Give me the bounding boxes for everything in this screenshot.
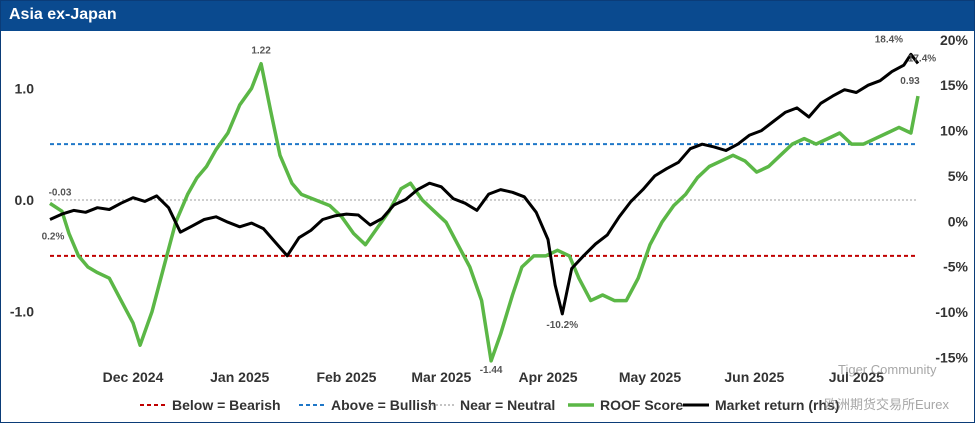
title-bar: Asia ex-Japan [1, 1, 974, 31]
x-axis-tick-label: Mar 2025 [411, 369, 471, 385]
data-label: 0.93 [900, 76, 920, 87]
data-label: 1.22 [251, 46, 271, 57]
x-axis-tick-label: Dec 2024 [103, 369, 164, 385]
roof-score-line [49, 61, 920, 363]
data-label: 18.4% [875, 34, 903, 45]
legend-label: Market return (rhs) [715, 397, 839, 413]
chart-title: Asia ex-Japan [9, 6, 117, 23]
right-axis-tick-label: -10% [935, 304, 968, 320]
data-label: -10.2% [546, 320, 578, 331]
right-axis-tick-label: -15% [935, 349, 968, 365]
x-axis-tick-label: May 2025 [619, 369, 681, 385]
left-axis-tick-label: 0.0 [15, 192, 35, 208]
legend-label: Below = Bearish [172, 397, 281, 413]
market-return-line [49, 52, 920, 316]
x-axis-tick-label: Jul 2025 [829, 369, 884, 385]
watermark-line1: Tiger Community [838, 362, 937, 377]
right-axis-tick-label: 10% [940, 123, 969, 139]
watermark-line2: 欧洲期货交易所Eurex [824, 397, 949, 412]
data-label: -1.44 [480, 365, 503, 376]
legend-label: Above = Bullish [331, 397, 436, 413]
x-axis-tick-label: Jan 2025 [210, 369, 269, 385]
legend-label: ROOF Score [600, 397, 683, 413]
left-axis-tick-label: 1.0 [15, 80, 35, 96]
x-axis-tick-label: Feb 2025 [316, 369, 376, 385]
right-axis-tick-label: 20% [940, 32, 969, 48]
left-axis-tick-label: -1.0 [10, 304, 34, 320]
x-axis-tick-label: Apr 2025 [518, 369, 577, 385]
legend-label: Near = Neutral [460, 397, 555, 413]
right-axis-tick-label: -5% [943, 259, 968, 275]
right-axis-tick-label: 0% [948, 213, 969, 229]
data-label: 17.4% [908, 53, 936, 64]
right-axis-tick-label: 5% [948, 168, 969, 184]
right-axis-tick-label: 15% [940, 77, 969, 93]
data-label: -0.03 [49, 187, 72, 198]
x-axis-tick-label: Jun 2025 [724, 369, 784, 385]
data-label: 0.2% [42, 232, 65, 243]
